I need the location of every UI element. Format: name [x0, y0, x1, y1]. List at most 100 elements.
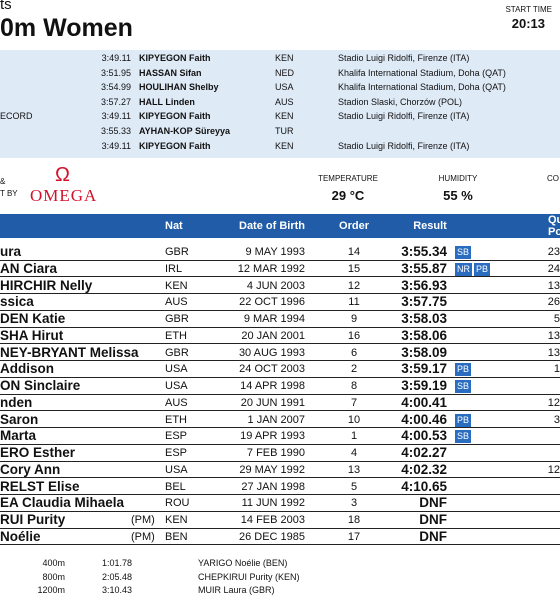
date-of-birth: 11 JUN 1992: [241, 497, 305, 510]
result: 3:59.19: [401, 378, 447, 394]
order: 11: [348, 296, 360, 309]
column-header: Nat: [165, 220, 183, 232]
result: 4:00.53: [401, 428, 447, 444]
row-divider: [0, 276, 560, 278]
points: 23: [547, 246, 560, 258]
nat: ETH: [165, 329, 187, 342]
column-header: Date of Birth: [239, 220, 305, 232]
record-venue: Stadion Slaski, Chorzów (POL): [338, 96, 463, 107]
order: 16: [347, 329, 361, 342]
record-nat: AUS: [275, 96, 294, 107]
row-divider: [0, 259, 560, 261]
pacemaker-mark: (PM): [131, 530, 155, 543]
split-leader: CHEPKIRUI Purity (KEN): [198, 571, 300, 582]
nat: KEN: [165, 279, 188, 292]
record-nat: KEN: [275, 111, 294, 122]
nat: ESP: [165, 447, 188, 460]
nat: AUS: [165, 296, 188, 309]
points: 13: [547, 329, 560, 342]
record-nat: TUR: [275, 126, 294, 136]
split-leader: YARIGO Noélie (BEN): [198, 558, 288, 568]
order: 13: [347, 463, 361, 476]
result: DNF: [419, 495, 447, 511]
order: 2: [350, 363, 358, 376]
order: 3: [350, 497, 358, 510]
order: 7: [350, 396, 358, 409]
points: 5: [553, 313, 560, 326]
order: 18: [347, 514, 361, 527]
sponsor-label: &: [0, 177, 6, 186]
result: 3:59.17: [401, 361, 447, 377]
column-header: Result: [413, 220, 447, 232]
order: 5: [350, 480, 358, 493]
points: 1: [553, 363, 560, 376]
record-time: 3:55.33: [100, 126, 131, 136]
date-of-birth: 9 MAY 1993: [245, 246, 305, 258]
result: 3:57.75: [401, 294, 447, 310]
start-time-label: START TIME: [505, 5, 552, 14]
points: 13: [547, 346, 560, 359]
order: 15: [347, 262, 361, 275]
record-name: KIPYEGON Faith: [139, 140, 211, 151]
date-of-birth: 24 OCT 2003: [239, 363, 305, 376]
row-divider: [0, 443, 560, 445]
order: 17: [347, 530, 361, 543]
result: 4:02.27: [401, 445, 447, 461]
athlete-name: DEN Katie: [0, 311, 66, 327]
record-nat: KEN: [275, 53, 294, 63]
start-time: 20:13: [511, 16, 545, 31]
record-venue: Khalifa International Stadium, Doha (QAT…: [338, 67, 506, 78]
date-of-birth: 14 APR 1998: [240, 380, 305, 393]
row-divider: [0, 544, 560, 546]
nat: USA: [165, 380, 188, 393]
result: 4:00.41: [401, 394, 447, 410]
row-divider: [0, 343, 560, 345]
result-badge: PB: [455, 413, 472, 427]
result-badge: SB: [455, 430, 472, 444]
row-divider: [0, 494, 560, 496]
temperature-label: TEMPERATURE: [318, 174, 378, 183]
athlete-name: Marta: [0, 428, 37, 444]
record-time: 3:49.11: [101, 53, 131, 63]
athlete-name: NEY-BRYANT Melissa: [0, 344, 139, 360]
date-of-birth: 7 FEB 1990: [246, 447, 305, 460]
split-leader: MUIR Laura (GBR): [198, 585, 275, 595]
result-badge: SB: [455, 380, 472, 394]
omega-logo: OMEGA: [30, 186, 98, 205]
row-divider: [0, 326, 560, 328]
date-of-birth: 19 APR 1993: [240, 430, 305, 443]
sponsor-label: T BY: [0, 189, 18, 198]
athlete-name: Noélie: [0, 528, 41, 544]
nat: ROU: [165, 497, 190, 510]
order: 6: [350, 346, 358, 359]
temperature-value: 29 °C: [331, 188, 365, 203]
date-of-birth: 22 OCT 1996: [239, 296, 305, 309]
record-nat: NED: [275, 67, 295, 78]
title-fragment: ts: [0, 0, 12, 13]
result: 4:10.65: [401, 478, 447, 494]
column-header: Qu: [548, 214, 560, 226]
nat: USA: [165, 363, 188, 376]
result: DNF: [419, 528, 447, 544]
date-of-birth: 14 FEB 2003: [240, 514, 305, 527]
split-time: 3:10.43: [102, 585, 133, 595]
row-divider: [0, 309, 560, 311]
record-venue: Stadio Luigi Ridolfi, Firenze (ITA): [338, 53, 470, 63]
result: 4:00.46: [401, 411, 447, 427]
result-badge: NR: [455, 262, 472, 276]
split-distance: 800m: [42, 571, 65, 582]
row-divider: [0, 510, 560, 512]
row-divider: [0, 376, 560, 378]
split-time: 2:05.48: [102, 571, 133, 582]
split-distance: 400m: [42, 558, 65, 568]
order: 9: [350, 313, 358, 326]
record-venue: Khalifa International Stadium, Doha (QAT…: [338, 82, 506, 93]
row-divider: [0, 477, 560, 479]
row-divider: [0, 360, 560, 362]
record-name: HASSAN Sifan: [139, 67, 202, 78]
result: 4:02.32: [401, 461, 447, 477]
order: 8: [350, 380, 358, 393]
date-of-birth: 20 JUN 1991: [240, 396, 305, 409]
record-time: 3:49.11: [101, 140, 131, 151]
